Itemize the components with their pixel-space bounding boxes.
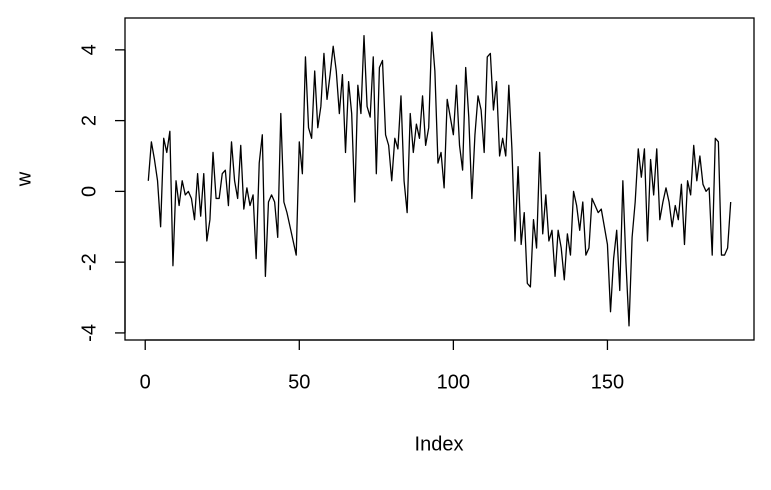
y-axis-label: w: [13, 171, 35, 187]
y-tick-label: -2: [78, 253, 100, 271]
y-tick-label: 2: [78, 115, 100, 126]
x-tick-label: 150: [591, 371, 624, 393]
data-line: [147, 31, 732, 327]
x-axis-label: Index: [415, 433, 464, 455]
y-tick-label: 4: [78, 44, 100, 55]
y-tick-label: -4: [78, 324, 100, 342]
y-tick-label: 0: [78, 186, 100, 197]
x-tick-label: 50: [288, 371, 310, 393]
x-tick-label: 100: [437, 371, 470, 393]
plot-frame: [124, 17, 755, 341]
x-tick-label: 0: [140, 371, 151, 393]
